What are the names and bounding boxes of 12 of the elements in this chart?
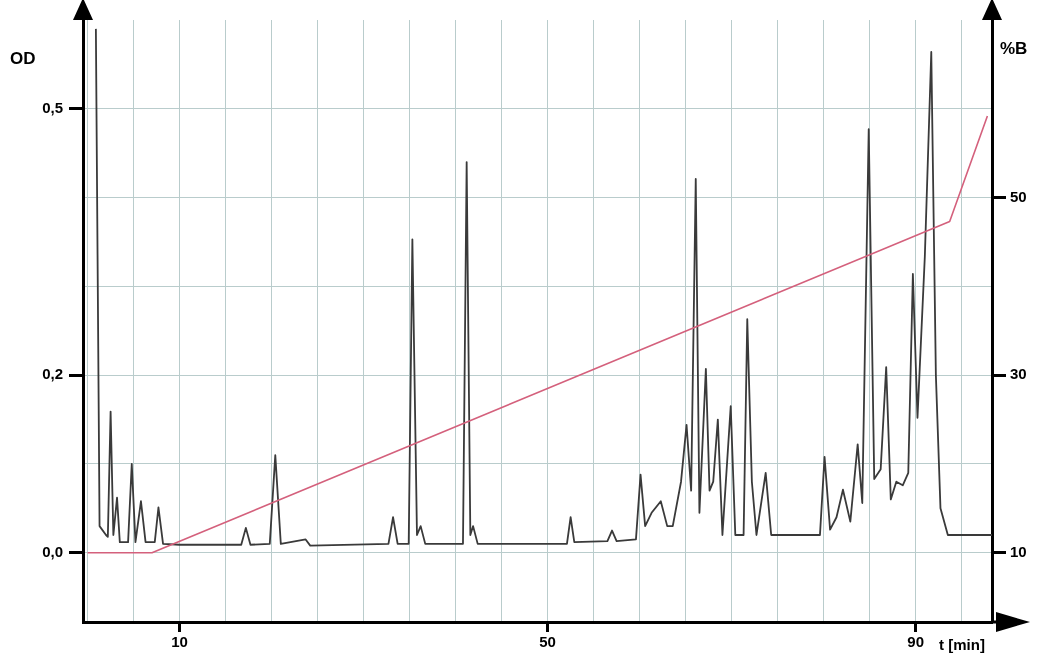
- y2-tick-label: 30: [1010, 365, 1027, 383]
- y-tick-label: 0,0: [42, 542, 63, 560]
- y-tick-label: 0,2: [42, 365, 63, 383]
- x-tick-label: 90: [907, 633, 924, 651]
- y2-tick-label: 10: [1010, 542, 1027, 560]
- x-tick-label: 10: [171, 633, 188, 651]
- y-tick-label: 0,5: [42, 98, 63, 116]
- y-axis-title: OD: [10, 49, 36, 68]
- y2-axis-title: %B: [1000, 39, 1028, 58]
- y2-tick-label: 50: [1010, 187, 1027, 205]
- x-axis-title: t [min]: [939, 636, 985, 653]
- x-tick-label: 50: [539, 633, 556, 651]
